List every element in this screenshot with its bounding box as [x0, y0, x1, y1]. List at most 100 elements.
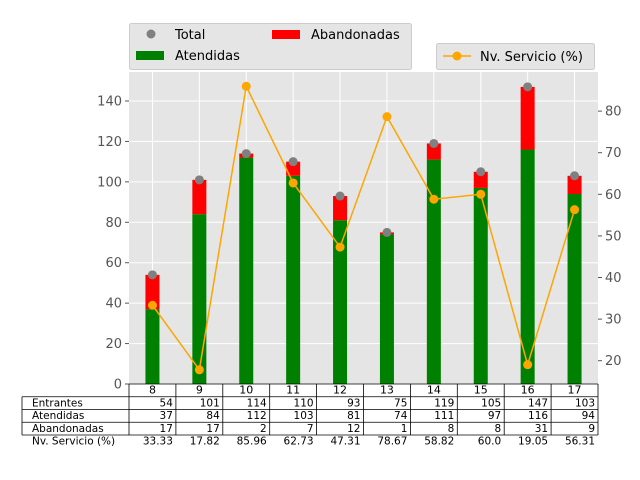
bars: [145, 86, 582, 384]
table-col-header: 13: [380, 384, 394, 397]
bar-abandonadas: [333, 196, 348, 221]
legend-right: Nv. Servicio (%): [436, 43, 595, 70]
total-point: [429, 138, 439, 148]
left-tick-label: 40: [105, 297, 122, 312]
bar-atendidas: [239, 157, 254, 384]
table-cell: 103: [294, 410, 314, 422]
bar-abandonadas: [473, 171, 488, 188]
table-cell: 12: [347, 423, 360, 435]
table-cell: 17: [206, 423, 219, 435]
table-cell: 58.82: [424, 436, 454, 448]
right-tick-label: 20: [605, 354, 622, 369]
table-cell: 101: [200, 397, 220, 409]
legend-abandonadas-label: Abandonadas: [311, 28, 400, 43]
table-cell: 8: [495, 423, 502, 435]
total-markers: [147, 82, 580, 280]
table-cell: 84: [206, 410, 220, 422]
table-col-header: 10: [239, 384, 253, 397]
table-cell: 7: [307, 423, 314, 435]
table-cell: 147: [528, 397, 548, 409]
total-point: [194, 175, 204, 185]
legend-service-marker: [452, 51, 462, 61]
legend-right-frame: [436, 43, 595, 70]
table-cell: 103: [575, 397, 595, 409]
table-row-label: Abandonadas: [32, 423, 104, 435]
left-tick-label: 100: [97, 175, 122, 190]
bar-abandonadas: [192, 179, 207, 215]
table-cell: 97: [488, 410, 501, 422]
table-cell: 31: [535, 423, 548, 435]
total-point: [382, 227, 392, 237]
right-tick-label: 30: [605, 313, 622, 328]
right-tick-label: 60: [605, 188, 622, 203]
right-tick-label: 40: [605, 271, 622, 286]
table-cell: 110: [294, 397, 314, 409]
legend-total-label: Total: [174, 28, 205, 43]
bar-abandonadas: [286, 161, 301, 176]
table-cell: 17: [160, 423, 173, 435]
legend-left-frame: [129, 23, 412, 70]
bar-atendidas: [145, 309, 160, 384]
bar-atendidas: [520, 149, 535, 384]
service-level-line: [147, 81, 580, 375]
table-cell: 75: [394, 397, 407, 409]
table-cell: 119: [434, 397, 454, 409]
right-axis: 20 30 40 50 60 70 80: [598, 105, 622, 369]
legend-atendidas-swatch: [136, 51, 164, 60]
table-cell: 111: [434, 410, 454, 422]
bar-abandonadas: [426, 143, 441, 160]
table-cell: 17.82: [190, 436, 220, 448]
bar-atendidas: [286, 175, 301, 384]
table-cell: 2: [260, 423, 267, 435]
service-level-point: [147, 300, 157, 310]
service-level-polyline: [151, 83, 576, 372]
left-tick-label: 120: [97, 135, 122, 150]
legend-left: Total Atendidas Abandonadas: [129, 23, 412, 70]
table-row-label: Atendidas: [32, 410, 84, 422]
table-col-header: 11: [286, 384, 300, 397]
bar-atendidas: [192, 214, 207, 384]
service-level-point: [476, 189, 486, 199]
table-cell: 94: [582, 410, 596, 422]
service-level-point: [335, 242, 345, 252]
legend-total-marker: [146, 29, 156, 39]
table-cell: 81: [347, 410, 360, 422]
table-cell: 8: [448, 423, 455, 435]
table-cell: 9: [588, 423, 595, 435]
right-tick-label: 50: [605, 229, 622, 244]
table-cell: 37: [160, 410, 173, 422]
bar-abandonadas: [145, 274, 160, 310]
total-point: [335, 191, 345, 201]
legend-abandonadas-swatch: [272, 30, 300, 39]
left-tick-label: 20: [105, 337, 122, 352]
table-cell: 47.31: [330, 436, 360, 448]
left-tick-label: 0: [114, 378, 122, 393]
table-cell: 56.31: [565, 436, 595, 448]
bar-atendidas: [567, 193, 582, 384]
table-col-header: 12: [333, 384, 347, 397]
bar-atendidas: [426, 159, 441, 384]
left-tick-label: 140: [97, 95, 122, 110]
total-point: [476, 167, 486, 177]
table-cell: 116: [528, 410, 548, 422]
right-tick-label: 80: [605, 105, 622, 120]
left-axis: 0 20 40 60 80 100 120 140: [97, 95, 129, 393]
total-point: [523, 82, 533, 92]
table-col-header: 16: [521, 384, 535, 397]
total-point: [241, 149, 251, 159]
service-level-point: [288, 178, 298, 188]
table-cell: 78.67: [377, 436, 407, 448]
left-tick-label: 80: [105, 216, 122, 231]
table-cell: 74: [394, 410, 408, 422]
table-cell: 114: [247, 397, 267, 409]
legend-service-label: Nv. Servicio (%): [480, 50, 583, 65]
legend-atendidas-label: Atendidas: [175, 49, 240, 64]
table-cell: 54: [160, 397, 174, 409]
table-cell: 105: [481, 397, 501, 409]
service-level-point: [241, 81, 251, 91]
table-cell: 1: [401, 423, 408, 435]
plot-background: [129, 72, 598, 384]
table-col-header: 9: [196, 384, 203, 397]
